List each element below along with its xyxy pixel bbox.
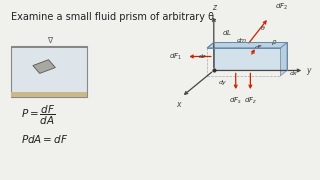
Text: $dx$: $dx$ bbox=[289, 69, 298, 77]
Text: $\nabla$: $\nabla$ bbox=[47, 36, 54, 45]
Bar bbox=[11, 46, 87, 97]
Polygon shape bbox=[281, 42, 287, 76]
Text: $dy$: $dy$ bbox=[218, 78, 228, 87]
Text: $dF_s$: $dF_s$ bbox=[229, 96, 242, 106]
Text: $\rho$: $\rho$ bbox=[271, 38, 277, 47]
Text: y: y bbox=[306, 66, 310, 75]
Text: $dF$: $dF$ bbox=[254, 43, 264, 51]
Text: $\theta$: $\theta$ bbox=[260, 24, 266, 32]
Bar bbox=[11, 46, 87, 93]
Text: $dF_z$: $dF_z$ bbox=[244, 96, 257, 106]
Text: x: x bbox=[176, 100, 180, 109]
Text: $P = \dfrac{dF}{dA}$: $P = \dfrac{dF}{dA}$ bbox=[21, 104, 56, 127]
Text: z: z bbox=[212, 3, 216, 12]
Text: $dF_2$: $dF_2$ bbox=[275, 2, 288, 12]
Text: $dz$: $dz$ bbox=[197, 53, 207, 60]
Bar bbox=[11, 92, 87, 97]
Text: $PdA = dF$: $PdA = dF$ bbox=[21, 133, 68, 145]
Text: Examine a small fluid prism of arbitrary θ.: Examine a small fluid prism of arbitrary… bbox=[11, 12, 217, 22]
Text: $dL$: $dL$ bbox=[222, 28, 232, 37]
Polygon shape bbox=[33, 60, 55, 73]
Polygon shape bbox=[214, 42, 287, 70]
Text: $dm$: $dm$ bbox=[236, 36, 248, 44]
Text: $dF_1$: $dF_1$ bbox=[169, 51, 182, 62]
Polygon shape bbox=[207, 42, 287, 48]
